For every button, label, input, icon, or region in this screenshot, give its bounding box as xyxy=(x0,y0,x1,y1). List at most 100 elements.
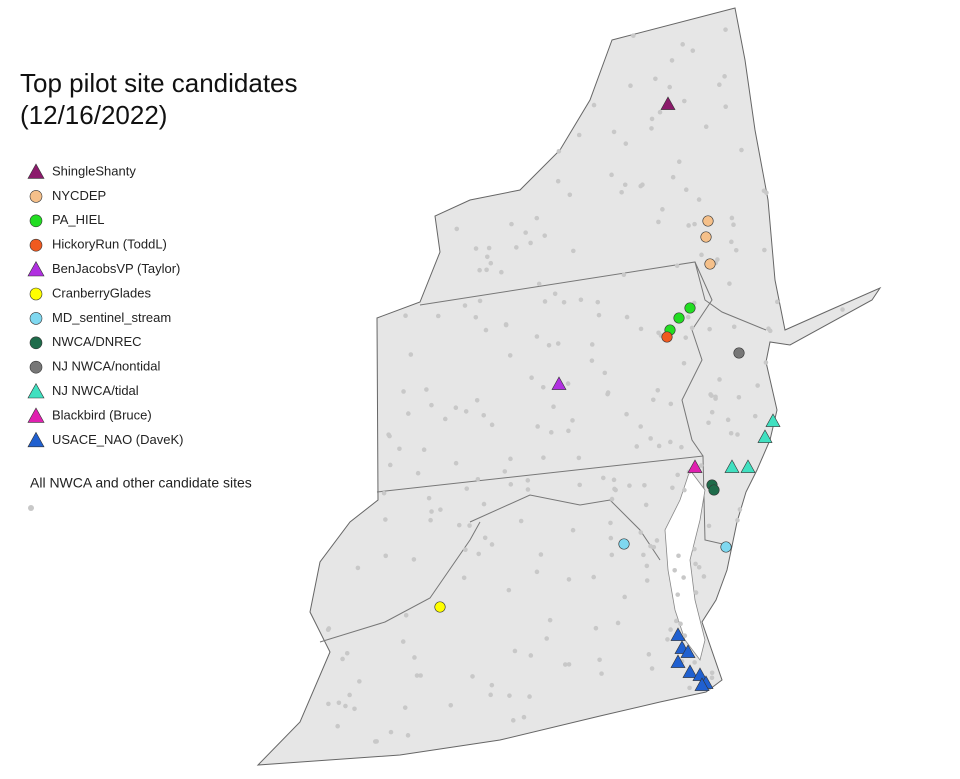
legend-label: MD_sentinel_stream xyxy=(52,310,171,325)
other-site-dot xyxy=(774,299,780,305)
other-site-dot xyxy=(657,109,663,115)
other-site-dot xyxy=(627,483,632,488)
other-site-dot xyxy=(648,543,653,549)
triangle-marker xyxy=(670,627,686,641)
other-site-dot xyxy=(646,652,652,657)
other-site-dot xyxy=(474,397,480,403)
other-site-dot xyxy=(668,401,674,407)
other-site-dot xyxy=(739,147,744,153)
other-site-dot xyxy=(641,552,646,558)
other-site-dot xyxy=(624,411,629,417)
other-site-dot xyxy=(729,215,735,221)
legend-label: NYCDEP xyxy=(52,188,106,203)
other-site-dot xyxy=(347,692,352,698)
other-site-dot xyxy=(689,325,695,331)
other-site-dot xyxy=(565,381,571,386)
legend-dot xyxy=(28,505,34,511)
other-site-dot xyxy=(403,612,409,618)
other-site-dot xyxy=(634,444,640,449)
other-site-dot xyxy=(678,621,683,627)
other-site-dot xyxy=(426,495,432,501)
triangle-marker xyxy=(692,667,708,681)
other-sites xyxy=(325,27,845,744)
other-site-dot xyxy=(692,660,697,665)
circle-marker xyxy=(700,231,712,243)
triangle-marker xyxy=(27,260,45,277)
other-site-dot xyxy=(681,575,686,580)
other-site-dot xyxy=(415,470,421,476)
other-site-dot xyxy=(591,574,596,580)
other-site-dot xyxy=(566,662,572,667)
other-site-dot xyxy=(402,705,408,710)
other-site-dot xyxy=(336,700,342,706)
other-site-dot xyxy=(624,314,630,320)
triangle-marker xyxy=(765,413,781,427)
other-site-dot xyxy=(840,307,845,312)
other-site-dot xyxy=(326,701,331,707)
triangle-marker xyxy=(724,459,740,473)
other-site-dot xyxy=(355,565,361,571)
other-site-dot xyxy=(470,674,475,679)
other-site-dot xyxy=(717,82,722,88)
other-site-dot xyxy=(722,74,727,79)
other-site-dot xyxy=(481,412,487,418)
other-site-dot xyxy=(690,48,696,53)
other-site-dot xyxy=(675,592,681,597)
other-site-dot xyxy=(706,420,711,426)
other-site-dot xyxy=(675,472,680,478)
other-site-dot xyxy=(541,455,546,460)
other-site-dot xyxy=(570,418,575,423)
other-site-dot xyxy=(527,694,532,699)
other-site-dot xyxy=(514,245,519,250)
other-site-dot xyxy=(400,639,406,644)
other-site-dot xyxy=(547,617,553,623)
other-site-dot xyxy=(735,517,740,523)
other-site-dot xyxy=(731,222,736,228)
other-site-dot xyxy=(599,671,604,676)
other-site-dot xyxy=(381,490,387,496)
other-site-dot xyxy=(597,657,602,663)
other-site-dot xyxy=(611,477,617,483)
other-site-dot xyxy=(654,538,660,543)
other-site-dot xyxy=(653,76,658,82)
other-site-dot xyxy=(648,436,653,441)
other-site-dot xyxy=(408,352,414,357)
other-site-dot xyxy=(602,370,608,376)
triangle-marker xyxy=(757,429,773,443)
other-site-dot xyxy=(561,299,567,305)
other-site-dot xyxy=(713,394,718,400)
other-site-dot xyxy=(656,330,661,336)
circle-marker xyxy=(618,538,630,550)
triangle-marker xyxy=(687,459,703,473)
other-site-dot xyxy=(736,394,742,400)
other-site-dot xyxy=(483,327,489,333)
other-site-dot xyxy=(335,723,340,729)
other-site-dot xyxy=(508,482,514,487)
other-site-dot xyxy=(615,620,621,626)
other-site-dot xyxy=(729,239,734,245)
other-site-dot xyxy=(387,462,393,468)
other-site-dot xyxy=(555,178,561,184)
other-site-dot xyxy=(343,703,348,709)
other-site-dot xyxy=(576,132,582,138)
other-site-dot xyxy=(489,542,495,547)
triangle-marker xyxy=(694,677,710,691)
other-site-dot xyxy=(512,648,518,654)
legend-label: HickoryRun (ToddL) xyxy=(52,237,167,252)
legend-label: ShingleShanty xyxy=(52,163,136,178)
other-site-dot xyxy=(523,230,528,235)
other-site-dot xyxy=(589,342,595,347)
other-site-dot xyxy=(669,58,675,63)
other-site-dot xyxy=(612,486,617,492)
other-site-dot xyxy=(576,455,582,461)
other-site-dot xyxy=(397,446,402,452)
other-site-dot xyxy=(628,83,633,88)
legend-label: USACE_NAO (DaveK) xyxy=(52,432,183,447)
other-site-dot xyxy=(525,487,531,492)
other-site-dot xyxy=(528,240,533,246)
other-site-dot xyxy=(556,148,562,154)
other-site-dot xyxy=(429,402,434,408)
other-site-dot xyxy=(467,523,472,528)
other-site-dot xyxy=(403,313,408,318)
